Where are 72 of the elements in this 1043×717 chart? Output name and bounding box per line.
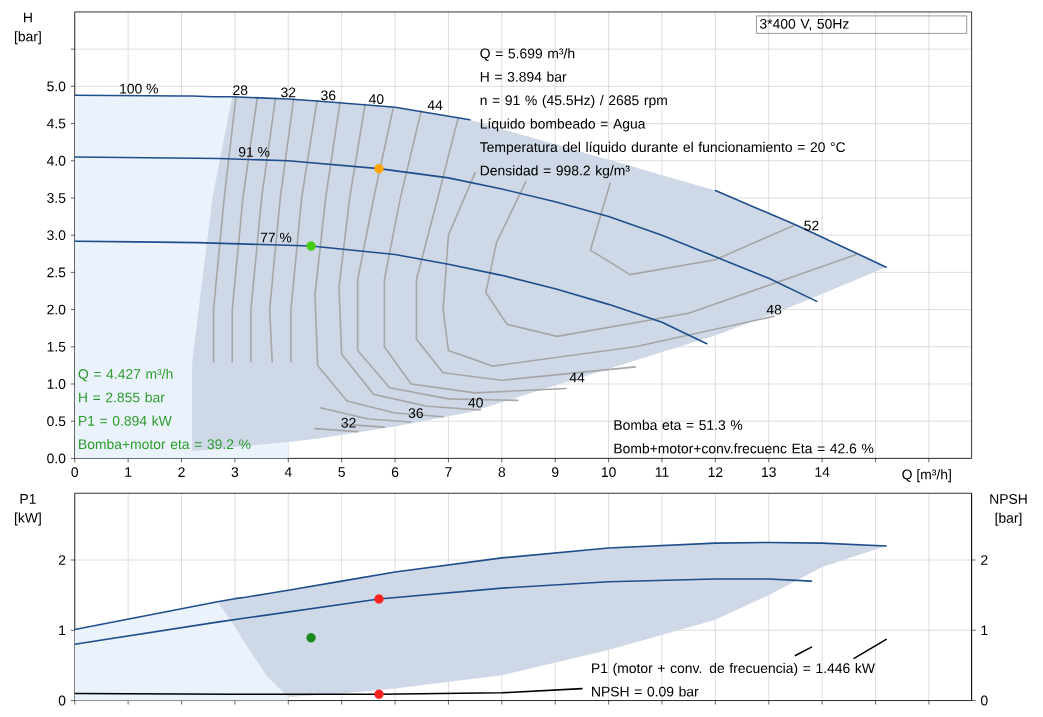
y2-tick-label: 1 bbox=[981, 625, 988, 635]
annotation: n = 91 % (45.5Hz) / 2685 rpm bbox=[480, 94, 667, 108]
y-tick-label: 0.0 bbox=[47, 453, 66, 464]
y-axis-title: P1 [kW] bbox=[15, 493, 41, 526]
y2-tick-label: 0 bbox=[980, 695, 988, 706]
x-tick-label: 7 bbox=[445, 466, 452, 477]
annotation: Q = 4.427 m³/h bbox=[78, 368, 173, 382]
annotation: Bomba+motor eta = 39.2 % bbox=[79, 438, 251, 449]
x-tick-label: 3 bbox=[231, 466, 239, 477]
x-axis-title: Q [m³/h] bbox=[902, 468, 951, 482]
annotation: 44 bbox=[427, 100, 443, 110]
line-series bbox=[74, 577, 813, 645]
y-tick-label: 1.5 bbox=[47, 341, 66, 352]
x-tick-label: 11 bbox=[655, 466, 669, 477]
x-tick-label: 1 bbox=[125, 466, 132, 477]
y-tick-label: 4.5 bbox=[46, 118, 66, 129]
annotation: 40 bbox=[368, 93, 384, 104]
annotation: 48 bbox=[766, 304, 782, 315]
line-series bbox=[74, 156, 818, 302]
x-tick-label: 0 bbox=[71, 466, 79, 477]
annotation: Líquido bombeado = Agua bbox=[480, 118, 646, 132]
y-tick-label: 2.0 bbox=[47, 304, 66, 315]
y-tick-label: 0 bbox=[58, 695, 66, 706]
y2-tick-label: 2 bbox=[981, 554, 988, 565]
annotation: H = 2.855 bar bbox=[79, 391, 165, 403]
x-tick-label: 6 bbox=[391, 466, 399, 477]
annotation: P1 (motor + conv. de frecuencia) = 1.446 kW bbox=[592, 662, 875, 676]
y-tick-label: 1 bbox=[59, 625, 66, 635]
x-tick-label: 14 bbox=[815, 466, 830, 477]
x-tick-label: 13 bbox=[762, 466, 776, 477]
annotation: Densidad = 998.2 kg/m³ bbox=[480, 165, 630, 178]
y-tick-label: 0.5 bbox=[47, 416, 66, 426]
annotation: Bomb+motor+conv.frecuenc Eta = 42.6 % bbox=[614, 442, 874, 454]
y-tick-label: 2.5 bbox=[47, 267, 66, 278]
annotation: 36 bbox=[321, 90, 336, 101]
x-tick-label: 2 bbox=[178, 466, 185, 477]
annotation: Q = 5.699 m³/h bbox=[480, 47, 575, 61]
y-tick-label: 3.5 bbox=[47, 192, 66, 203]
annotation: Bomba eta = 51.3 % bbox=[614, 419, 743, 430]
y-tick-label: 5.0 bbox=[47, 81, 66, 92]
annotation: NPSH = 0.09 bar bbox=[592, 686, 699, 697]
y-tick-label: 1.0 bbox=[47, 378, 66, 389]
annotation: Temperatura del líquido durante el funcionamiento = 20 °C bbox=[480, 141, 846, 155]
x-tick-label: 8 bbox=[498, 466, 506, 477]
annotation: 3*400 V, 50Hz bbox=[759, 18, 849, 31]
x-tick-label: 9 bbox=[551, 466, 559, 477]
annotation: 100 % bbox=[120, 83, 158, 94]
annotation: 28 bbox=[233, 84, 248, 95]
x-tick-label: 12 bbox=[708, 466, 723, 477]
annotation: H = 3.894 bar bbox=[480, 71, 567, 82]
annotation: 40 bbox=[468, 397, 483, 408]
line-series bbox=[589, 182, 797, 276]
annotation: 91 % bbox=[238, 146, 270, 157]
line-series bbox=[212, 95, 237, 363]
annotation: 36 bbox=[408, 407, 423, 418]
y-tick-label: 4.0 bbox=[46, 155, 66, 166]
line-series bbox=[231, 96, 259, 363]
y-tick-label: 3.0 bbox=[47, 230, 66, 240]
x-tick-label: 10 bbox=[601, 466, 616, 477]
x-tick-label: 5 bbox=[338, 466, 345, 477]
x-tick-label: 4 bbox=[284, 466, 292, 477]
y-tick-label: 2 bbox=[58, 554, 66, 565]
annotation: 32 bbox=[281, 87, 296, 98]
line-series bbox=[74, 541, 887, 631]
y2-axis-title: NPSH [bar] bbox=[990, 493, 1027, 526]
annotation: 44 bbox=[569, 372, 585, 383]
line-series bbox=[485, 180, 858, 337]
annotation: 32 bbox=[341, 417, 356, 428]
y-axis-title: H [bar] bbox=[15, 12, 41, 44]
annotation: P1 = 0.894 kW bbox=[79, 415, 172, 426]
annotation: 52 bbox=[804, 220, 819, 231]
annotation: 77 % bbox=[260, 232, 292, 243]
